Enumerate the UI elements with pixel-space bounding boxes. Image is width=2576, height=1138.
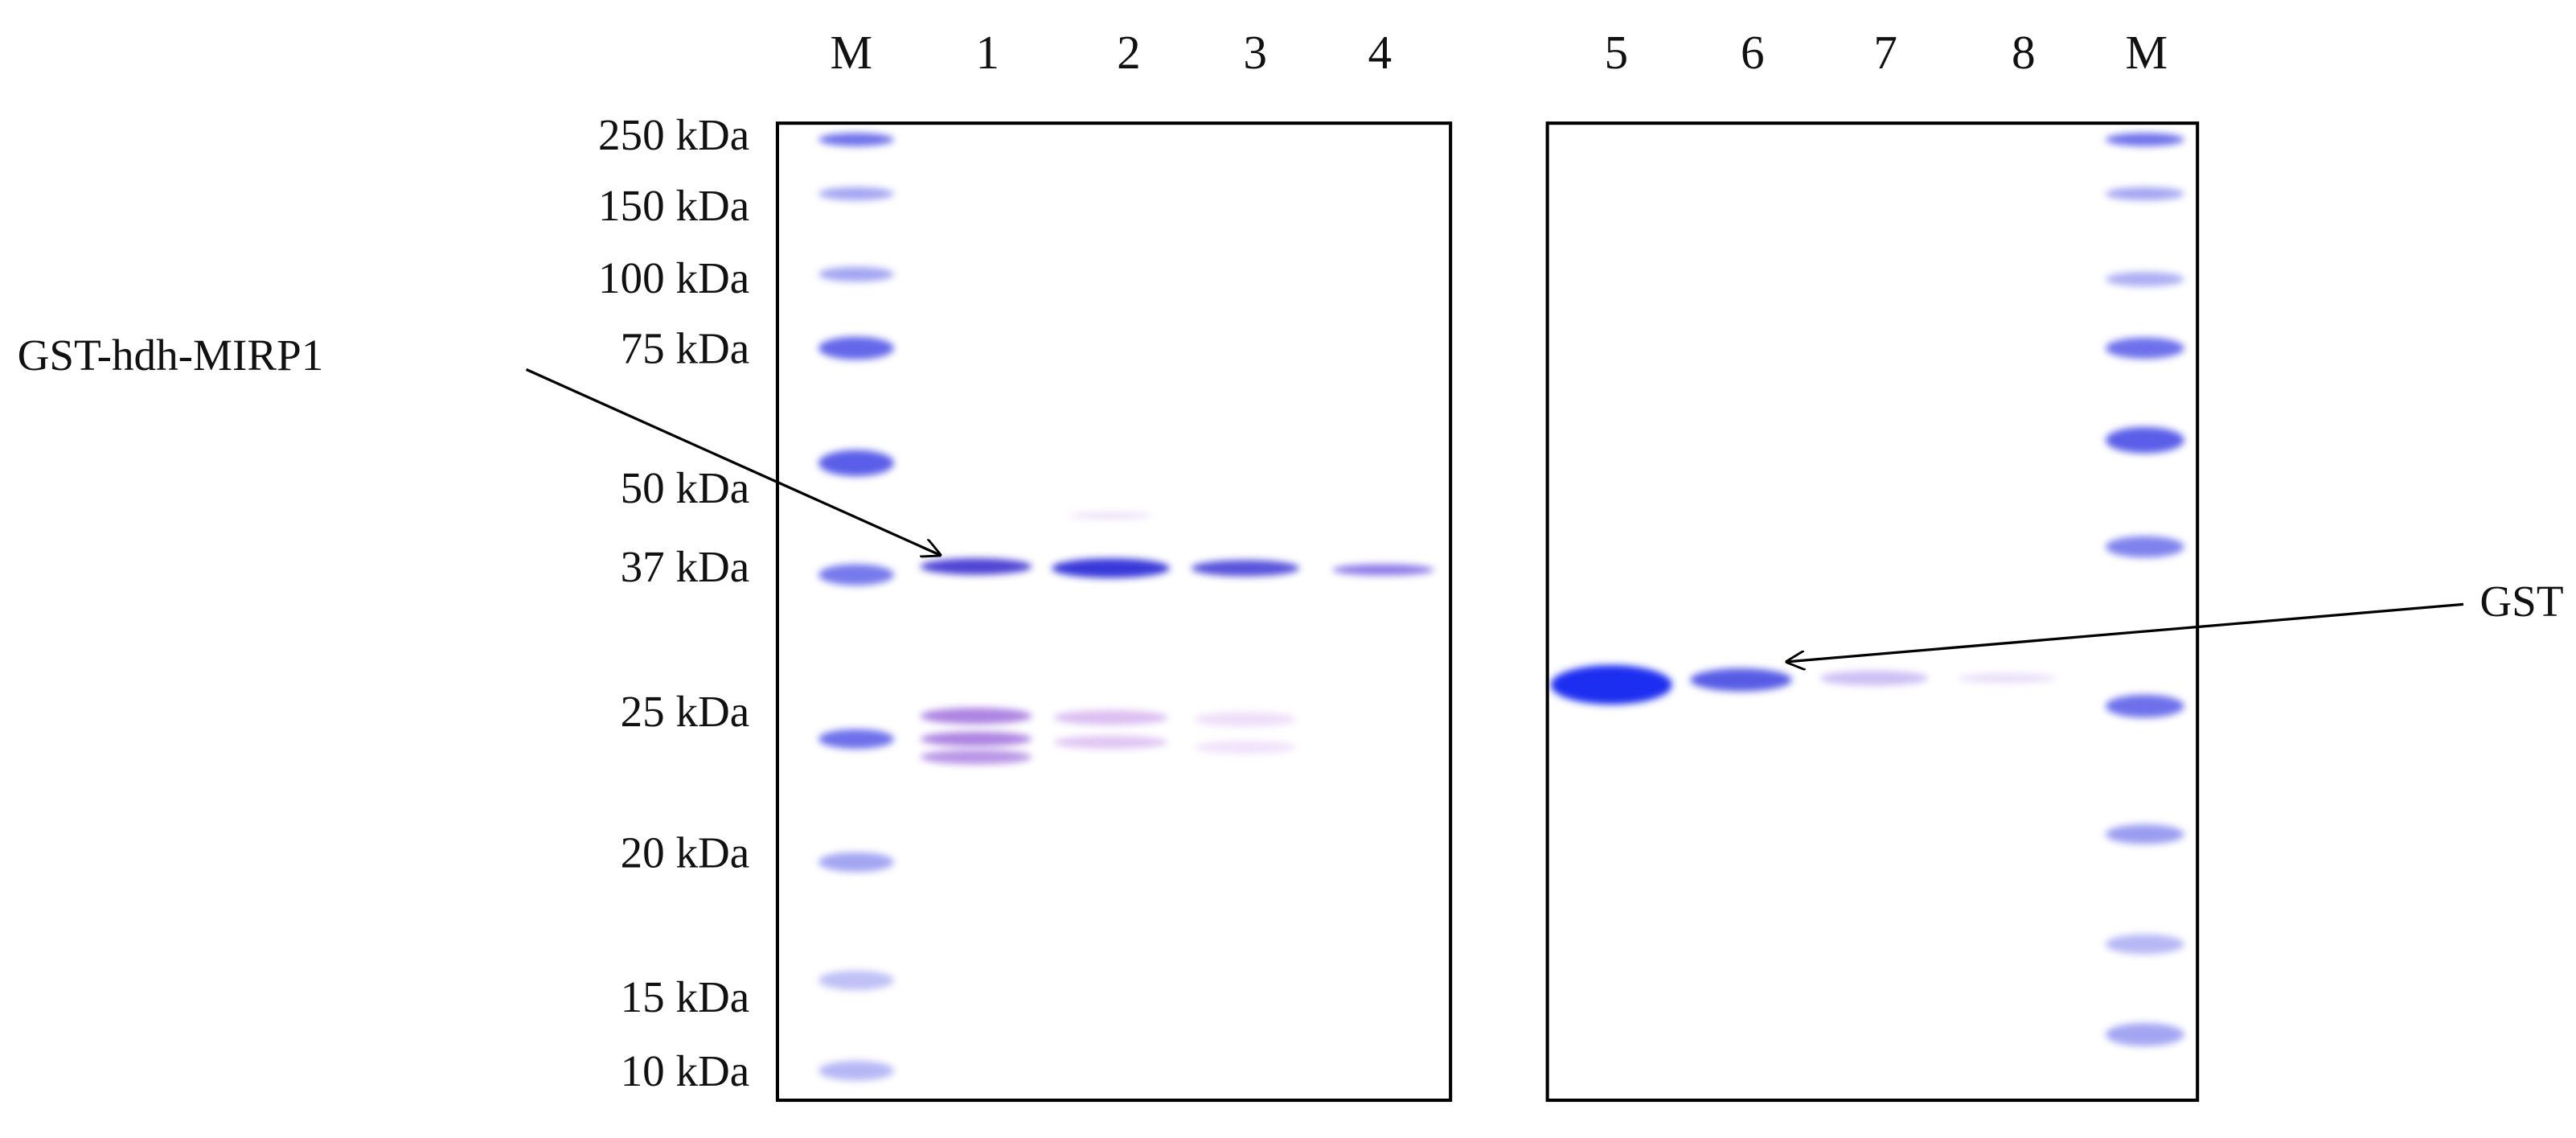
band: [818, 564, 894, 585]
band: [920, 708, 1032, 725]
marker-label: 50 kDa: [621, 463, 750, 512]
band: [920, 750, 1032, 765]
band: [2105, 934, 2184, 955]
lane-label: M: [2126, 26, 2168, 79]
band: [1051, 558, 1170, 578]
gel-right-frame: [1545, 121, 2200, 1103]
band: [818, 133, 894, 146]
band: [818, 266, 894, 282]
band: [2105, 426, 2184, 454]
annotation: GST: [2480, 577, 2563, 626]
band: [2105, 133, 2184, 146]
marker-label: 25 kDa: [621, 687, 750, 736]
lane-label: M: [831, 26, 873, 79]
band: [2105, 187, 2184, 201]
lane-label: 2: [1117, 26, 1141, 79]
marker-label: 75 kDa: [621, 324, 750, 373]
band: [2105, 824, 2184, 844]
band: [2105, 694, 2184, 718]
gel-left-frame: [775, 121, 1453, 1103]
lane-label: 4: [1368, 26, 1393, 79]
arrow: [1787, 602, 2464, 661]
lane-label: 6: [1741, 26, 1765, 79]
lane-label: 5: [1605, 26, 1629, 79]
band: [1819, 671, 1929, 686]
band: [1550, 664, 1672, 705]
band: [818, 970, 894, 991]
lane-label: 1: [976, 26, 1000, 79]
band: [1194, 740, 1297, 754]
marker-label: 150 kDa: [598, 181, 749, 230]
arrow: [525, 368, 941, 555]
band: [818, 187, 894, 201]
marker-label: 15 kDa: [621, 972, 750, 1021]
band: [818, 450, 894, 477]
band: [1069, 512, 1152, 520]
band: [1191, 560, 1300, 577]
marker-label: 20 kDa: [621, 828, 750, 877]
band: [1194, 712, 1297, 727]
band: [818, 729, 894, 750]
band: [920, 731, 1032, 747]
band: [1690, 668, 1792, 692]
band: [818, 1061, 894, 1081]
band: [1958, 673, 2057, 684]
band: [1332, 564, 1434, 576]
marker-label: 100 kDa: [598, 253, 749, 302]
marker-label: 37 kDa: [621, 542, 750, 591]
marker-label: 10 kDa: [621, 1046, 750, 1095]
band: [920, 558, 1032, 575]
lane-label: 8: [2012, 26, 2036, 79]
band: [1053, 710, 1168, 725]
annotation: GST-hdh-MIRP1: [18, 331, 324, 380]
lane-label: 3: [1243, 26, 1267, 79]
band: [2105, 271, 2184, 287]
marker-label: 250 kDa: [598, 110, 749, 159]
band: [1053, 735, 1168, 750]
band: [818, 852, 894, 873]
lane-label: 7: [1873, 26, 1897, 79]
band: [2105, 1023, 2184, 1046]
band: [2105, 536, 2184, 558]
bands: [818, 133, 2184, 1081]
band: [2105, 337, 2184, 359]
band: [818, 336, 894, 360]
